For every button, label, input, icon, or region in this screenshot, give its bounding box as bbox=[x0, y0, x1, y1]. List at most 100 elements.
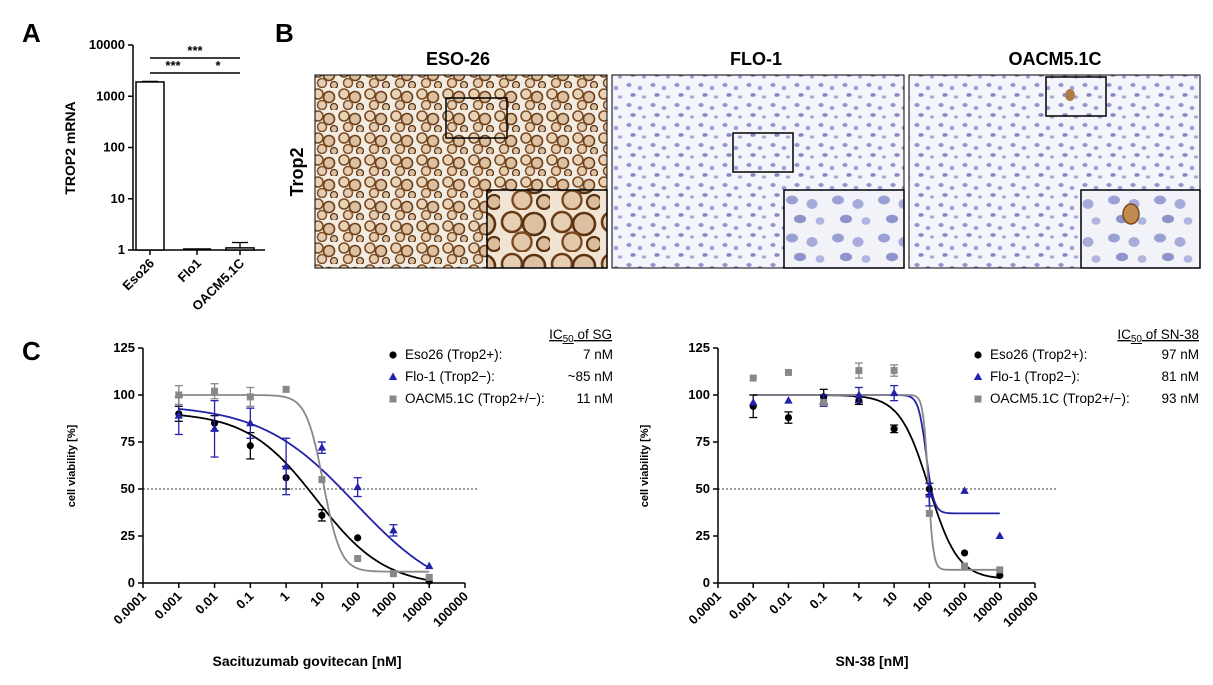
y-tick-label: 100 bbox=[688, 387, 710, 402]
panel-b-row-label: Trop2 bbox=[287, 147, 307, 196]
x-tick-label: 0.1 bbox=[233, 589, 256, 612]
significance-label: *** bbox=[187, 43, 203, 58]
significance-label: * bbox=[215, 58, 221, 73]
panel-letter-a: A bbox=[22, 18, 41, 48]
fit-curve bbox=[178, 408, 430, 569]
data-point bbox=[389, 395, 397, 403]
c-right-x-label: SN-38 [nM] bbox=[835, 653, 908, 669]
data-point bbox=[890, 425, 898, 433]
legend-ic50-value: 97 nM bbox=[1161, 347, 1199, 362]
x-tick-label: 0.001 bbox=[151, 589, 185, 623]
legend-label: Eso26 (Trop2+): bbox=[405, 347, 502, 362]
panel-letter-b: B bbox=[275, 18, 294, 48]
data-point bbox=[996, 566, 1004, 574]
x-tick-label: 1 bbox=[277, 589, 293, 605]
legend-ic50-value: ~85 nM bbox=[568, 369, 613, 384]
data-point bbox=[425, 573, 433, 581]
data-point bbox=[995, 531, 1004, 539]
y-tick-label: 75 bbox=[696, 434, 710, 449]
data-point bbox=[749, 374, 757, 382]
y-tick-label: 0 bbox=[703, 575, 710, 590]
x-tick-label: 10 bbox=[307, 589, 328, 610]
panel-a-bar bbox=[135, 81, 165, 251]
stained-cell-zoom bbox=[1122, 203, 1140, 225]
x-tick-label: 1000 bbox=[369, 589, 400, 620]
c-right-legend-title: IC50 of SN-38 bbox=[1117, 327, 1199, 345]
x-tick-label: 0.1 bbox=[806, 589, 829, 612]
x-tick-label: 100000 bbox=[1000, 589, 1041, 630]
data-point bbox=[389, 570, 397, 578]
significance-label: *** bbox=[165, 58, 181, 73]
zoom-inset-oacm51c bbox=[1080, 189, 1201, 269]
c-right-y-label: cell viability [%] bbox=[639, 424, 651, 507]
x-tick-label: 1 bbox=[849, 589, 865, 605]
y-tick-label: 125 bbox=[688, 340, 710, 355]
data-point bbox=[175, 391, 183, 399]
y-tick-label: 125 bbox=[113, 340, 135, 355]
legend-ic50-value: 11 nM bbox=[576, 391, 613, 406]
panel-a-category-label: Flo1 bbox=[175, 256, 205, 286]
data-point bbox=[210, 424, 219, 432]
data-point bbox=[318, 511, 326, 519]
zoom-inset-flo1 bbox=[783, 189, 905, 269]
c-left-legend-title: IC50 of SG bbox=[549, 327, 612, 345]
data-point bbox=[174, 411, 183, 419]
fit-curve bbox=[753, 394, 1000, 515]
data-point bbox=[973, 372, 983, 380]
data-point bbox=[388, 372, 398, 380]
data-point bbox=[354, 555, 362, 563]
ihc-title-oacm51c: OACM5.1C bbox=[1008, 49, 1101, 69]
data-point bbox=[960, 486, 969, 494]
data-point bbox=[282, 385, 290, 393]
data-point bbox=[961, 562, 969, 570]
panel-c-right-chart: cell viability [%] SN-38 [nM] IC50 of SN… bbox=[639, 327, 1199, 669]
legend-ic50-value: 81 nM bbox=[1161, 369, 1199, 384]
y-tick-label: 75 bbox=[121, 434, 135, 449]
data-point bbox=[784, 368, 792, 376]
y-tick-label: 50 bbox=[696, 481, 710, 496]
data-point bbox=[211, 387, 219, 395]
legend-label: OACM5.1C (Trop2+/−): bbox=[990, 391, 1130, 406]
x-tick-label: 0.0001 bbox=[110, 589, 149, 628]
panel-a-y-tick-label: 1 bbox=[118, 242, 125, 257]
data-point bbox=[974, 351, 982, 359]
inset-box-oacm51c bbox=[1045, 76, 1107, 117]
legend-label: Eso26 (Trop2+): bbox=[990, 347, 1087, 362]
x-tick-label: 0.01 bbox=[192, 589, 221, 618]
data-point bbox=[318, 476, 326, 484]
x-tick-label: 10 bbox=[879, 589, 900, 610]
panel-a-y-tick-label: 10000 bbox=[89, 37, 125, 52]
fit-curve bbox=[178, 414, 430, 582]
data-point bbox=[353, 482, 362, 491]
y-tick-label: 50 bbox=[121, 481, 135, 496]
panel-a-bar bbox=[225, 247, 255, 251]
stained-cell-small bbox=[1065, 89, 1075, 101]
data-point bbox=[855, 367, 863, 375]
data-point bbox=[389, 351, 397, 359]
y-tick-label: 100 bbox=[113, 387, 135, 402]
data-point bbox=[996, 571, 1004, 580]
c-left-y-label: cell viability [%] bbox=[66, 424, 78, 507]
legend-ic50-value: 93 nM bbox=[1161, 391, 1199, 406]
legend-label: OACM5.1C (Trop2+/−): bbox=[405, 391, 545, 406]
data-point bbox=[784, 413, 793, 422]
ihc-image-flo1 bbox=[611, 74, 905, 269]
data-point bbox=[974, 395, 982, 403]
data-point bbox=[281, 461, 291, 470]
y-tick-label: 0 bbox=[128, 575, 135, 590]
x-tick-label: 100000 bbox=[430, 589, 471, 630]
data-point bbox=[925, 509, 933, 517]
legend-ic50-value: 7 nM bbox=[583, 347, 613, 362]
fit-curve bbox=[753, 394, 1000, 571]
data-point bbox=[246, 442, 254, 450]
data-point bbox=[425, 561, 434, 570]
panel-a-y-tick-label: 10 bbox=[111, 191, 125, 206]
panel-a-y-tick-label: 100 bbox=[103, 140, 125, 155]
data-point bbox=[925, 490, 934, 498]
legend-label: Flo-1 (Trop2−): bbox=[405, 369, 495, 384]
inset-box-eso26 bbox=[445, 97, 508, 139]
data-point bbox=[246, 393, 254, 401]
data-point bbox=[854, 390, 864, 398]
legend-label: Flo-1 (Trop2−): bbox=[990, 369, 1080, 384]
